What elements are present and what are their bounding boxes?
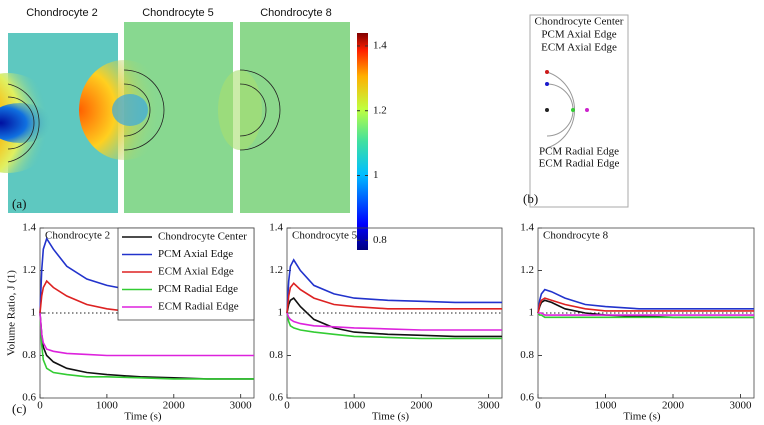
x-tick-label: 2000 xyxy=(163,400,186,412)
x-tick-label: 2000 xyxy=(410,400,433,412)
colorbar-tick-label: 1 xyxy=(373,169,379,181)
x-tick-label: 2000 xyxy=(662,400,685,412)
panel-c: (c) 0.6 0.8 1 1.2 1.4 0 1000 2000 3000 Time (s) Vo… xyxy=(6,222,755,423)
colorbar-tick-label: 1.4 xyxy=(373,39,387,51)
y-tick-label: 1.4 xyxy=(269,222,283,234)
schematic-point xyxy=(571,108,575,112)
schematic-point xyxy=(545,82,549,86)
chart-title: Chondrocyte 2 xyxy=(45,230,110,242)
series-line xyxy=(286,297,502,338)
colorbar-tick-label: 1.2 xyxy=(373,104,387,116)
series-line xyxy=(537,312,754,319)
x-axis-label: Time (s) xyxy=(623,411,661,423)
image-title: Chondrocyte 2 xyxy=(26,7,98,19)
schematic-label: Chondrocyte Center xyxy=(535,16,624,28)
x-axis-label: Time (s) xyxy=(124,411,162,423)
line-chart: 0.6 0.8 1 1.2 1.4 0 1000 2000 3000 Time (s) Chondr… xyxy=(269,222,503,423)
x-tick-label: 1000 xyxy=(96,400,119,412)
legend-label: ECM Axial Edge xyxy=(158,266,234,278)
legend-label: ECM Radial Edge xyxy=(158,301,239,313)
series-line xyxy=(538,312,754,316)
y-tick-label: 1.2 xyxy=(22,264,36,276)
schematic-label: ECM Axial Edge xyxy=(541,42,617,54)
chart-title: Chondrocyte 5 xyxy=(292,230,358,242)
series-line xyxy=(39,312,254,380)
heatmap xyxy=(218,22,350,213)
series-line xyxy=(39,312,254,357)
schematic-point xyxy=(545,108,549,112)
y-tick-label: 0.6 xyxy=(269,392,283,404)
x-tick-label: 3000 xyxy=(478,400,501,412)
colorbar-ticks: 1.4 1.2 1 0.8 xyxy=(357,39,387,246)
y-tick-label: 0.6 xyxy=(520,392,534,404)
series-line xyxy=(286,282,502,314)
panel-label: (b) xyxy=(523,191,538,206)
series-line xyxy=(286,312,502,340)
y-tick-label: 1 xyxy=(278,307,284,319)
y-tick-label: 0.8 xyxy=(22,349,36,361)
series-line xyxy=(537,297,754,314)
x-tick-label: 1000 xyxy=(343,400,366,412)
y-tick-label: 1.2 xyxy=(269,264,283,276)
schematic-label: PCM Axial Edge xyxy=(541,29,616,41)
panel-label: (a) xyxy=(12,196,26,211)
x-tick-label: 0 xyxy=(284,400,290,412)
y-axis-label: Volume Ratio, J (1) xyxy=(6,270,18,356)
x-tick-label: 1000 xyxy=(595,400,618,412)
y-tick-label: 0.8 xyxy=(520,349,534,361)
y-tick-label: 1.4 xyxy=(520,222,534,234)
schematic-label: ECM Radial Edge xyxy=(539,158,620,170)
heatmap xyxy=(79,22,233,213)
line-chart: 0.6 0.8 1 1.2 1.4 0 1000 2000 3000 Time (s) Volume… xyxy=(6,222,255,423)
y-tick-label: 0.8 xyxy=(269,349,283,361)
panel-label: (c) xyxy=(12,401,26,416)
series-line xyxy=(39,312,254,380)
x-axis-label: Time (s) xyxy=(372,411,410,423)
legend-box xyxy=(117,227,255,321)
colorbar xyxy=(357,33,368,250)
x-tick-label: 0 xyxy=(37,400,43,412)
series-line xyxy=(286,312,502,331)
y-tick-label: 1 xyxy=(529,307,535,319)
image-title: Chondrocyte 8 xyxy=(260,7,332,19)
legend-label: PCM Radial Edge xyxy=(158,283,238,295)
x-tick-label: 3000 xyxy=(730,400,753,412)
y-tick-label: 0.6 xyxy=(22,392,36,404)
y-tick-label: 1.2 xyxy=(520,264,534,276)
chart-title: Chondrocyte 8 xyxy=(543,230,609,242)
panel-a: Chondrocyte 2 Chondrocyte 5 Chondrocyte … xyxy=(0,7,387,250)
schematic-point xyxy=(545,70,549,74)
x-tick-label: 0 xyxy=(535,400,541,412)
schematic-point xyxy=(585,108,589,112)
x-tick-label: 3000 xyxy=(230,400,253,412)
schematic-label: PCM Radial Edge xyxy=(539,146,619,158)
image-title: Chondrocyte 5 xyxy=(142,7,214,19)
legend-label: PCM Axial Edge xyxy=(158,248,233,260)
series-line xyxy=(286,258,502,314)
line-chart: 0.6 0.8 1 1.2 1.4 0 1000 2000 3000 Time (s) Chondr… xyxy=(520,222,755,423)
y-tick-label: 1.4 xyxy=(22,222,36,234)
y-tick-label: 1 xyxy=(31,307,37,319)
series-line xyxy=(537,288,754,314)
legend-label: Chondrocyte Center xyxy=(158,231,247,243)
colorbar-tick-label: 0.8 xyxy=(373,234,387,246)
